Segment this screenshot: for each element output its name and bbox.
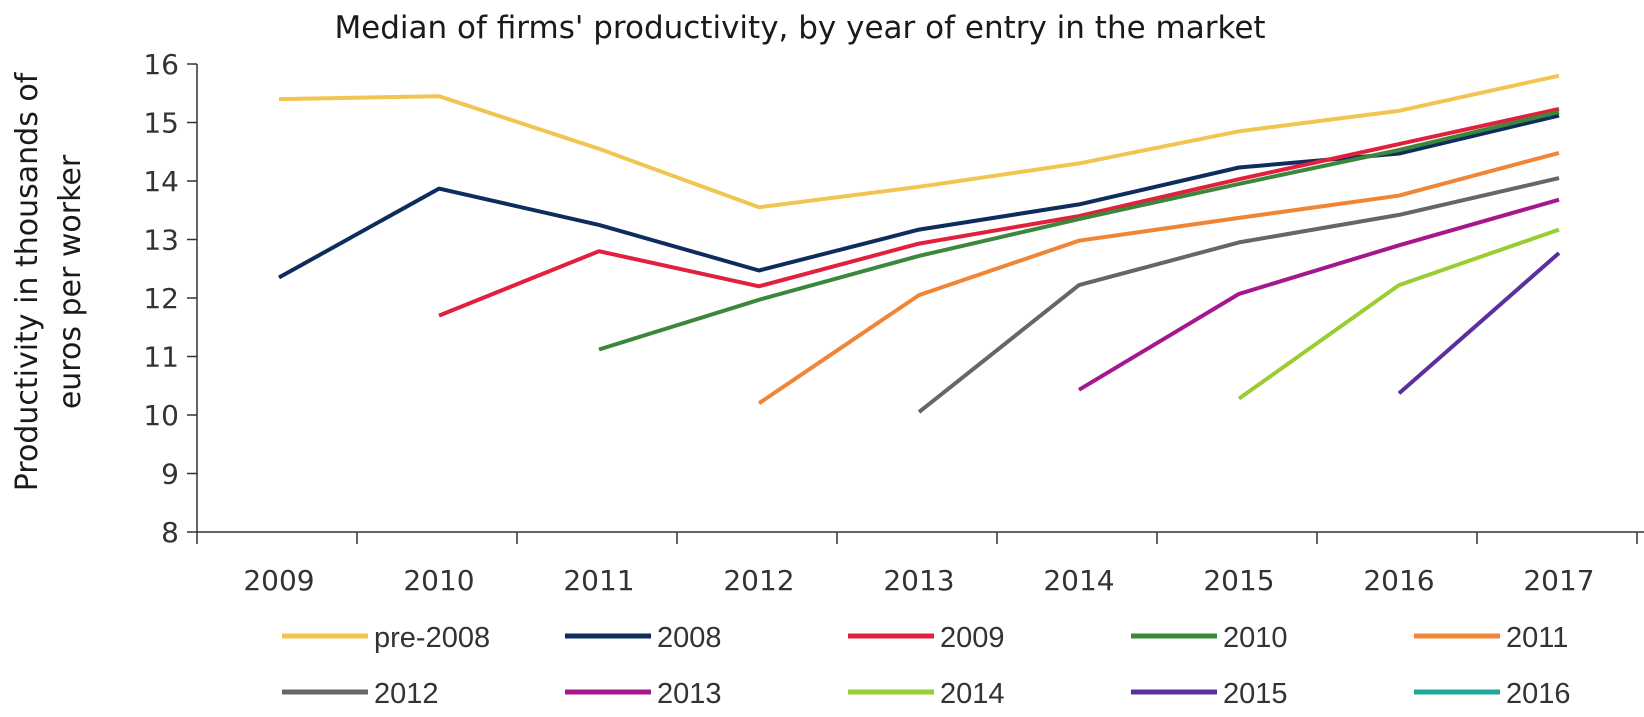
x-tick-label: 2010 (403, 564, 474, 597)
y-tick-label: 8 (161, 516, 179, 549)
x-tick-label: 2016 (1363, 564, 1434, 597)
legend-label-2008: 2008 (657, 622, 722, 654)
series-line-2013 (1077, 197, 1560, 392)
series-lines (278, 73, 1561, 414)
y-tick-label: 9 (161, 458, 179, 491)
series-line-2009 (438, 107, 1560, 318)
x-tick-label: 2012 (723, 564, 794, 597)
y-axis-label-line-1: Productivity in thousands of (10, 71, 45, 491)
legend-label-2011: 2011 (1506, 622, 1568, 654)
y-tick-label: 11 (143, 341, 179, 374)
legend-label-2010: 2010 (1223, 622, 1288, 654)
series-line-2014 (1237, 227, 1560, 401)
series-line-2010 (598, 110, 1560, 352)
y-axis-label: Productivity in thousands of euros per w… (10, 71, 88, 491)
x-tick-label: 2011 (563, 564, 634, 597)
x-tick-label: 2013 (883, 564, 954, 597)
legend-label-2015: 2015 (1223, 678, 1288, 710)
legend-label-2009: 2009 (940, 622, 1005, 654)
series-line-2008 (278, 113, 1560, 280)
legend-label-2016: 2016 (1506, 678, 1571, 710)
y-tick-label: 14 (143, 165, 179, 198)
series-line-2015 (1397, 251, 1561, 395)
y-tick-label: 13 (143, 224, 179, 257)
legend-label-2014: 2014 (940, 678, 1005, 710)
legend-label-pre-2008: pre-2008 (374, 622, 490, 654)
x-tick-label: 2014 (1043, 564, 1114, 597)
legend-label-2013: 2013 (657, 678, 722, 710)
chart-title: Median of firms' productivity, by year o… (334, 10, 1265, 46)
y-tick-label: 16 (143, 48, 179, 81)
legend: pre-2008 2008 2009 2010 2011 2012 2013 2014 2015… (282, 622, 1571, 710)
y-tick-label: 12 (143, 282, 179, 315)
y-tick-label: 15 (143, 107, 179, 140)
legend-label-2012: 2012 (374, 678, 439, 710)
series-line-pre-2008 (278, 73, 1560, 210)
y-tick-label: 10 (143, 399, 179, 432)
series-line-2012 (917, 176, 1560, 414)
x-tick-label: 2009 (243, 564, 314, 597)
x-tick-label: 2017 (1523, 564, 1594, 597)
x-tick-label: 2015 (1203, 564, 1274, 597)
y-axis-label-line-2: euros per worker (53, 154, 88, 409)
axes: 8 9 10 11 12 13 14 15 16 2009 2010 2011 2012 2013 2014… (143, 48, 1644, 597)
series-line-2011 (757, 150, 1560, 405)
